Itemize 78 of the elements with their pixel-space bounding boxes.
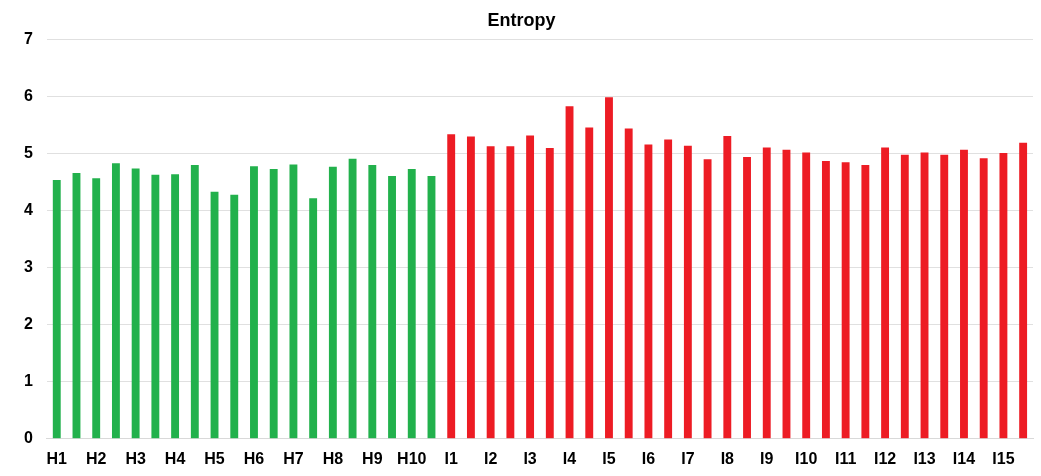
y-tick-label: 4	[23, 201, 33, 219]
bar	[348, 158, 357, 439]
bar	[1019, 142, 1028, 439]
x-tick-label: I1	[444, 449, 458, 467]
x-tick-label: I14	[952, 449, 976, 467]
bar	[407, 169, 416, 439]
bar	[328, 166, 337, 439]
x-tick-label: I15	[992, 449, 1015, 467]
x-tick-label: I12	[873, 449, 897, 467]
bar	[92, 178, 101, 439]
bar	[388, 175, 396, 439]
bar	[683, 145, 692, 439]
bar	[940, 154, 949, 439]
bar	[190, 165, 199, 439]
bar	[506, 146, 515, 439]
bar	[289, 164, 298, 439]
bar	[368, 165, 377, 439]
bar	[821, 161, 830, 439]
bar	[644, 144, 653, 439]
x-tick-label: H7	[283, 449, 304, 467]
x-tick-label: I2	[483, 449, 498, 467]
x-tick-label: H9	[362, 449, 383, 467]
bar	[861, 165, 870, 439]
bar	[900, 154, 909, 439]
bar	[526, 135, 535, 439]
bar	[466, 136, 475, 439]
x-tick-label: I4	[562, 449, 577, 467]
bar	[664, 139, 673, 439]
y-tick-label: 3	[23, 258, 33, 276]
x-tick-label: I11	[834, 449, 857, 467]
bar	[723, 135, 732, 439]
y-tick-label: 6	[23, 87, 33, 105]
bar	[841, 162, 850, 439]
y-tick-label: 7	[23, 30, 33, 48]
bar	[979, 158, 988, 439]
bar	[309, 198, 318, 439]
x-tick-label: H5	[204, 449, 225, 467]
bar	[545, 147, 554, 439]
x-tick-label: H3	[125, 449, 146, 467]
y-tick-label: 5	[23, 144, 33, 162]
y-tick-label: 0	[23, 429, 33, 447]
x-tick-label: H1	[46, 449, 68, 467]
x-tick-label: H6	[243, 449, 265, 467]
bar	[171, 174, 180, 439]
bar	[486, 146, 495, 439]
bar	[230, 194, 239, 439]
bar	[447, 134, 456, 439]
x-tick-label: I10	[795, 449, 818, 467]
x-tick-label: H8	[322, 449, 344, 467]
bar	[960, 149, 968, 439]
chart-title: Entropy	[487, 9, 556, 30]
x-tick-label: I8	[720, 449, 735, 467]
x-tick-label: I13	[913, 449, 936, 467]
bar	[250, 166, 258, 439]
x-tick-label: I9	[760, 449, 774, 467]
x-tick-label: I5	[602, 449, 616, 467]
bar	[743, 157, 751, 439]
bar	[131, 168, 140, 439]
bar	[802, 152, 811, 439]
x-tick-label: I6	[641, 449, 656, 467]
bar	[111, 163, 120, 439]
bar	[999, 153, 1008, 439]
x-tick-label: I3	[523, 449, 537, 467]
bar	[605, 97, 613, 439]
x-tick-label: H2	[85, 449, 107, 467]
bar	[151, 174, 160, 439]
x-tick-label: I7	[681, 449, 695, 467]
bar	[881, 147, 890, 439]
bar	[585, 127, 594, 439]
x-tick-label: H10	[397, 449, 427, 467]
bar	[624, 128, 633, 439]
y-tick-label: 2	[23, 315, 33, 333]
bar	[269, 169, 278, 439]
bar	[762, 147, 771, 439]
x-tick-label: H4	[164, 449, 186, 467]
bar	[703, 159, 712, 439]
y-tick-label: 1	[23, 372, 33, 390]
bar	[52, 179, 61, 439]
